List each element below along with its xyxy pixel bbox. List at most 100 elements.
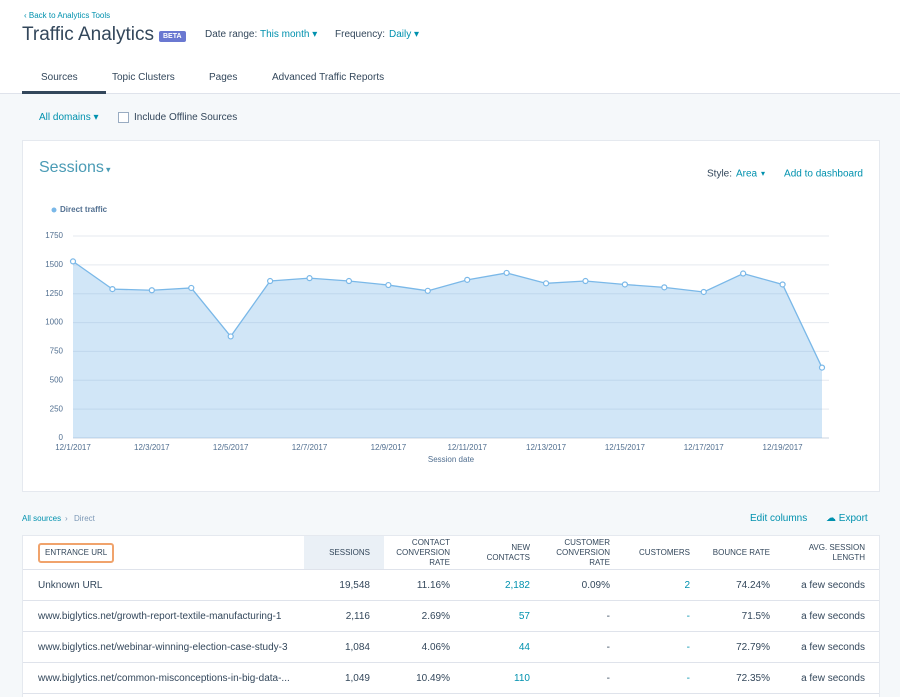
point bbox=[227, 333, 234, 340]
table-cell: www.biglytics.net/webinar-winning-electi… bbox=[23, 631, 304, 663]
date-range-value[interactable]: This month bbox=[260, 29, 310, 40]
beta-badge: BETA bbox=[159, 31, 186, 42]
table-cell[interactable]: 2,182 bbox=[464, 569, 544, 601]
column-header-text[interactable]: CUSTOMERS bbox=[639, 547, 690, 557]
edit-columns[interactable]: Edit columns bbox=[750, 513, 808, 524]
x-tick-label: 12/5/2017 bbox=[213, 443, 249, 452]
header: ‹ Back to Analytics Tools Traffic Analyt… bbox=[0, 0, 900, 94]
legend-label: Direct traffic bbox=[60, 205, 108, 214]
x-tick-label: 12/9/2017 bbox=[371, 443, 407, 452]
column-header[interactable]: SESSIONS bbox=[304, 536, 384, 570]
tab[interactable]: Advanced Traffic Reports bbox=[272, 72, 385, 83]
export-text[interactable]: Export bbox=[838, 513, 868, 524]
table-row: Unknown URL 19,548 11.16% 2,182 0.09% 2 74.24%… bbox=[23, 569, 879, 601]
table-cell[interactable]: 2 bbox=[624, 569, 704, 601]
domains-value[interactable]: All domains bbox=[39, 112, 91, 123]
column-header[interactable]: CUSTOMERS bbox=[624, 536, 704, 570]
breadcrumb-root[interactable]: All sources bbox=[22, 514, 62, 523]
table-cell: a few seconds bbox=[784, 662, 879, 694]
tab[interactable]: Pages bbox=[209, 72, 238, 83]
point bbox=[779, 281, 786, 288]
table-cell: a few seconds bbox=[784, 600, 879, 632]
column-header-text[interactable]: BOUNCE RATE bbox=[712, 547, 770, 557]
table-row: www.biglytics.net/growth-report-textile-… bbox=[23, 600, 879, 632]
y-tick-label: 1000 bbox=[45, 318, 63, 327]
column-header-text[interactable]: AVG. SESSION LENGTH bbox=[808, 542, 865, 562]
column-header[interactable]: AVG. SESSION LENGTH bbox=[784, 536, 879, 570]
back-link-text[interactable]: Back to Analytics Tools bbox=[28, 11, 111, 20]
point bbox=[345, 277, 353, 285]
table-cell[interactable]: 44 bbox=[464, 631, 544, 663]
table-cell: - bbox=[544, 631, 624, 663]
point bbox=[661, 284, 668, 291]
x-tick-label: 12/1/2017 bbox=[55, 443, 91, 452]
point bbox=[503, 269, 510, 277]
table-cell[interactable]: - bbox=[624, 662, 704, 694]
breadcrumb-sep: › bbox=[65, 514, 68, 523]
frequency-dropdown[interactable]: Daily ▾ bbox=[389, 29, 420, 40]
x-tick-label: 12/19/2017 bbox=[763, 443, 804, 452]
column-header-text[interactable]: CUSTOMER CONVERSION RATE bbox=[556, 537, 610, 567]
chart-title[interactable]: Sessions bbox=[39, 159, 104, 176]
table-cell: 10.49% bbox=[384, 662, 464, 694]
date-range-dropdown[interactable]: This month ▾ bbox=[260, 29, 318, 40]
title-caret[interactable]: ▾ bbox=[106, 164, 111, 174]
breadcrumb-current: Direct bbox=[74, 514, 95, 523]
tab[interactable]: Sources bbox=[41, 72, 78, 83]
legend-dot bbox=[51, 207, 57, 213]
tab[interactable]: Topic Clusters bbox=[112, 72, 175, 83]
table-cell[interactable]: - bbox=[624, 631, 704, 663]
table-cell: 11.16% bbox=[384, 569, 464, 601]
table-cell: 2.69% bbox=[384, 600, 464, 632]
style-value[interactable]: Area bbox=[736, 169, 758, 180]
table-cell: 1,049 bbox=[304, 662, 384, 694]
line bbox=[72, 260, 823, 368]
x-tick-label: 12/11/2017 bbox=[447, 443, 487, 452]
table-cell: - bbox=[544, 662, 624, 694]
y-tick-label: 750 bbox=[50, 347, 64, 356]
y-tick-label: 1500 bbox=[45, 260, 63, 269]
table-cell: a few seconds bbox=[784, 569, 879, 601]
table-cell: www.biglytics.net/growth-report-textile-… bbox=[23, 600, 304, 632]
active-tab-indicator bbox=[22, 91, 106, 94]
point bbox=[69, 258, 77, 265]
point bbox=[424, 287, 431, 294]
table-cell: www.biglytics.net/common-misconceptions-… bbox=[23, 662, 304, 694]
column-header-text[interactable]: CONTACT CONVERSION RATE bbox=[396, 537, 450, 567]
table-cell: 72.79% bbox=[704, 631, 784, 663]
column-header-text[interactable]: SESSIONS bbox=[329, 547, 370, 557]
table-cell: 19,548 bbox=[304, 569, 384, 601]
frequency-label: Frequency: bbox=[335, 29, 386, 40]
point bbox=[621, 281, 628, 288]
table-cell[interactable]: 110 bbox=[464, 662, 544, 694]
column-header-text[interactable]: ENTRANCE URL bbox=[38, 542, 115, 563]
table-cell[interactable]: 57 bbox=[464, 600, 544, 632]
offline-checkbox[interactable] bbox=[118, 112, 129, 123]
table-cell[interactable]: - bbox=[624, 600, 704, 632]
column-header-text[interactable]: NEW CONTACTS bbox=[486, 542, 530, 562]
table-cell: 71.5% bbox=[704, 600, 784, 632]
add-to-dashboard[interactable]: Add to dashboard bbox=[784, 169, 863, 180]
style-caret[interactable]: ▾ bbox=[761, 169, 765, 178]
domains-dropdown[interactable]: All domains ▾ bbox=[39, 112, 99, 123]
page-title: Traffic Analytics bbox=[22, 24, 154, 45]
area bbox=[73, 261, 822, 438]
point bbox=[385, 281, 392, 289]
table-cell: 74.24% bbox=[704, 569, 784, 601]
column-header[interactable]: CUSTOMER CONVERSION RATE bbox=[544, 536, 624, 570]
frequency-value[interactable]: Daily bbox=[389, 29, 412, 40]
column-header[interactable]: CONTACT CONVERSION RATE bbox=[384, 536, 464, 570]
column-header[interactable]: BOUNCE RATE bbox=[704, 536, 784, 570]
offline-label[interactable]: Include Offline Sources bbox=[134, 112, 238, 123]
table-cell: 0.09% bbox=[544, 569, 624, 601]
column-header[interactable]: ENTRANCE URL bbox=[23, 536, 304, 570]
export[interactable]: ☁ Export bbox=[826, 513, 868, 524]
table-body: Unknown URL 19,548 11.16% 2,182 0.09% 2 74.24%… bbox=[23, 569, 879, 694]
chart: Sessions ▾ Style: Area ▾ Add to dashboar… bbox=[39, 159, 863, 464]
back-link[interactable]: ‹ Back to Analytics Tools bbox=[24, 11, 111, 20]
table-cell: a few seconds bbox=[784, 631, 879, 663]
column-header[interactable]: NEW CONTACTS bbox=[464, 536, 544, 570]
point bbox=[700, 288, 707, 296]
header-row: ENTRANCE URL SESSIONS CONTACT CONVERSION R… bbox=[23, 536, 879, 570]
